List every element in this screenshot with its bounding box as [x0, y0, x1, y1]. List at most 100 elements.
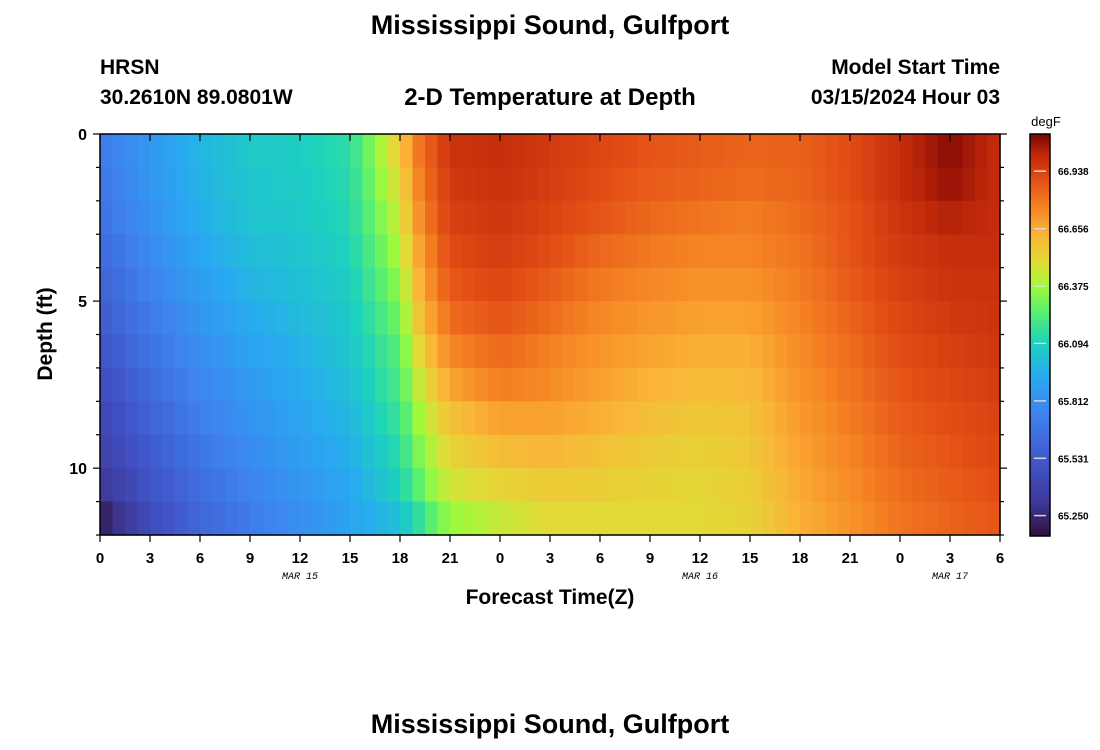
heatmap-cell	[550, 367, 564, 402]
y-axis-label: Depth (ft)	[34, 287, 57, 380]
heatmap-cell	[475, 367, 489, 402]
heatmap-cell	[312, 434, 326, 469]
x-tick-label: 0	[896, 550, 904, 567]
heatmap-cell	[437, 234, 451, 269]
footer-title: Mississippi Sound, Gulfport	[370, 709, 730, 739]
heatmap-cell	[862, 434, 876, 469]
heatmap-cell	[575, 200, 589, 235]
heatmap-cell	[725, 200, 739, 235]
heatmap-cell	[287, 501, 301, 536]
heatmap-cell	[912, 501, 926, 536]
heatmap-cell	[725, 134, 739, 169]
heatmap-cell	[675, 367, 689, 402]
heatmap-cell	[587, 167, 601, 202]
heatmap-cell	[862, 167, 876, 202]
heatmap-cell	[137, 501, 151, 536]
heatmap-cell	[587, 267, 601, 302]
heatmap-cell	[875, 134, 889, 169]
heatmap-cell	[212, 134, 226, 169]
heatmap-cell	[512, 367, 526, 402]
heatmap-cell	[350, 468, 364, 503]
heatmap-cell	[137, 334, 151, 369]
heatmap-cell	[487, 434, 501, 469]
heatmap-cell	[800, 401, 814, 436]
heatmap-cell	[825, 334, 839, 369]
heatmap-cell	[375, 200, 389, 235]
heatmap-cell	[750, 301, 764, 336]
heatmap-cell	[512, 401, 526, 436]
heatmap-cell	[925, 134, 939, 169]
heatmap-cell	[300, 334, 314, 369]
heatmap-cell	[975, 234, 989, 269]
heatmap-cell	[812, 134, 826, 169]
heatmap-cell	[187, 434, 201, 469]
heatmap-cell	[700, 501, 714, 536]
heatmap-cell	[350, 334, 364, 369]
heatmap-cell	[837, 134, 851, 169]
heatmap-cell	[287, 367, 301, 402]
heatmap-cell	[212, 434, 226, 469]
heatmap-cell	[337, 334, 351, 369]
heatmap-cell	[100, 234, 114, 269]
heatmap-cell	[687, 334, 701, 369]
heatmap-cell	[725, 501, 739, 536]
heatmap-cell	[100, 434, 114, 469]
heatmap-cell	[737, 167, 751, 202]
heatmap-cell	[737, 501, 751, 536]
heatmap-cell	[562, 167, 576, 202]
heatmap-cell	[775, 334, 789, 369]
heatmap-cell	[237, 301, 251, 336]
heatmap-cell	[950, 434, 964, 469]
heatmap-cell	[750, 401, 764, 436]
heatmap-cell	[600, 501, 614, 536]
heatmap-cell	[712, 468, 726, 503]
heatmap-cell	[787, 401, 801, 436]
heatmap-cell	[812, 434, 826, 469]
heatmap-cell	[100, 367, 114, 402]
heatmap-cell	[825, 267, 839, 302]
x-tick-label: 3	[146, 550, 154, 567]
heatmap-cell	[212, 200, 226, 235]
heatmap-cell	[737, 334, 751, 369]
heatmap-cell	[987, 367, 1001, 402]
heatmap-cell	[300, 434, 314, 469]
heatmap-cell	[150, 167, 164, 202]
heatmap-cell	[575, 334, 589, 369]
heatmap-cell	[437, 134, 451, 169]
heatmap-cell	[662, 167, 676, 202]
heatmap-cell	[512, 501, 526, 536]
heatmap-cell	[200, 434, 214, 469]
heatmap-cell	[337, 167, 351, 202]
heatmap-cell	[512, 167, 526, 202]
heatmap-cell	[362, 134, 376, 169]
heatmap-cell	[862, 401, 876, 436]
heatmap-cell	[187, 334, 201, 369]
heatmap-cell	[375, 234, 389, 269]
heatmap-cell	[312, 468, 326, 503]
heatmap-cell	[425, 334, 439, 369]
heatmap-cell	[437, 200, 451, 235]
heatmap-cell	[625, 501, 639, 536]
chart-title: Mississippi Sound, Gulfport	[370, 10, 730, 40]
heatmap-cell	[150, 301, 164, 336]
heatmap-cell	[525, 267, 539, 302]
heatmap-cell	[312, 367, 326, 402]
heatmap-cell	[575, 301, 589, 336]
heatmap-cell	[975, 167, 989, 202]
heatmap-cell	[462, 267, 476, 302]
heatmap-cell	[887, 301, 901, 336]
heatmap-cell	[762, 367, 776, 402]
plot-title: 2-D Temperature at Depth	[404, 84, 696, 111]
heatmap-cell	[875, 501, 889, 536]
heatmap-cell	[612, 501, 626, 536]
heatmap-cell	[250, 301, 264, 336]
heatmap-cell	[925, 401, 939, 436]
heatmap-cell	[237, 167, 251, 202]
heatmap-cell	[600, 234, 614, 269]
heatmap-cell	[500, 234, 514, 269]
heatmap-cell	[825, 468, 839, 503]
heatmap-cell	[412, 468, 426, 503]
heatmap-cell	[275, 134, 289, 169]
heatmap-cell	[200, 501, 214, 536]
heatmap-cell	[700, 234, 714, 269]
